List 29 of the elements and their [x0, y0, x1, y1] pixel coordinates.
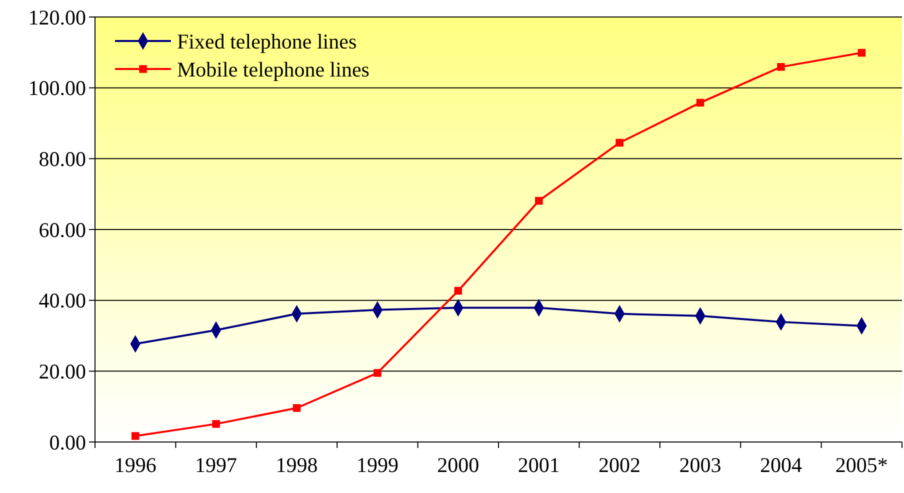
x-tick-label: 1999 — [356, 453, 398, 477]
point — [616, 138, 624, 147]
point — [292, 404, 301, 412]
x-tick-label: 1997 — [195, 453, 238, 477]
point — [374, 369, 382, 377]
y-tick-label: 60.00 — [38, 218, 86, 242]
point — [858, 48, 866, 57]
point — [212, 420, 220, 428]
x-tick-label: 2003 — [679, 453, 722, 477]
y-tick-label: 0.00 — [49, 430, 86, 454]
point — [454, 286, 462, 295]
point — [131, 432, 140, 440]
point — [777, 63, 785, 71]
legend-label: Fixed telephone lines — [177, 29, 357, 54]
x-tick-label: 2000 — [437, 453, 480, 477]
x-tick-label: 2001 — [518, 453, 560, 477]
x-tick-label: 2005* — [835, 453, 888, 477]
legend-label: Mobile telephone lines — [177, 57, 370, 82]
y-tick-label: 100.00 — [28, 76, 86, 100]
point — [534, 196, 543, 205]
y-tick-label: 80.00 — [38, 147, 86, 172]
x-tick-label: 1998 — [276, 453, 318, 477]
y-tick-label: 40.00 — [38, 288, 86, 313]
point — [696, 98, 704, 107]
x-tick-label: 2002 — [598, 453, 641, 477]
y-tick-label: 120.00 — [28, 5, 86, 30]
x-tick-label: 1996 — [114, 453, 156, 477]
x-tick-label: 2004 — [760, 453, 802, 477]
y-tick-label: 20.00 — [38, 360, 86, 384]
